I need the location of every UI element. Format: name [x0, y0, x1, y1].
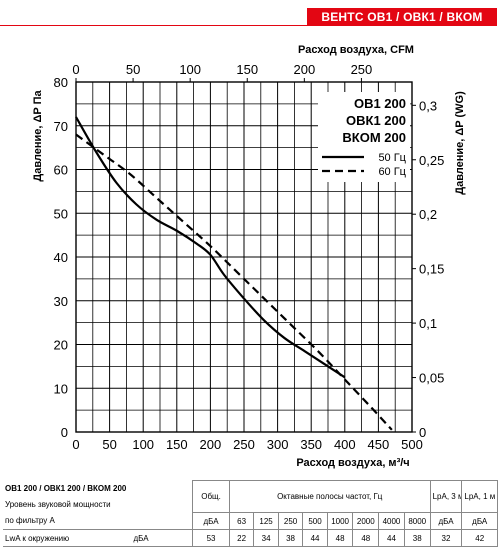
y-tick-label: 30 — [54, 294, 68, 309]
x-tick-label: 300 — [267, 437, 289, 452]
lpa1-value: 42 — [461, 529, 498, 547]
y2-axis-title: Давление, ΔP (WG) — [454, 91, 466, 195]
y-tick-label: 80 — [54, 75, 68, 90]
total-value: 53 — [192, 529, 230, 547]
legend-model: ВКОМ 200 — [342, 130, 406, 145]
y2-tick-label: 0,2 — [419, 207, 437, 222]
row4-label: LwA к окружению — [3, 529, 132, 547]
y2-tick-label: 0,05 — [419, 371, 444, 386]
freq-cell: 500 — [302, 512, 328, 530]
octave-value: 48 — [326, 529, 354, 547]
x-tick-label: 350 — [300, 437, 322, 452]
y2-tick-label: 0,15 — [419, 262, 444, 277]
performance-chart: 0 50 100 150 200 250 300 350 400 450 5000102030405… — [32, 44, 466, 469]
x-tick-label: 500 — [401, 437, 423, 452]
plot-frame — [75, 81, 413, 433]
x2-tick-label: 150 — [236, 62, 258, 77]
y-tick-label: 70 — [54, 119, 68, 134]
freq-cell: 1000 — [326, 512, 354, 530]
total-unit: дБА — [192, 512, 230, 530]
y2-tick-label: 0,1 — [419, 316, 437, 331]
row2-label: Уровень звуковой мощности — [5, 500, 111, 509]
y-tick-label: 40 — [54, 250, 68, 265]
y2-tick-label: 0,3 — [419, 98, 437, 113]
octave-value: 38 — [277, 529, 304, 547]
legend-box — [318, 92, 410, 182]
sound-table: ОВ1 200 / ОВК1 200 / ВКОМ 200 Общ. Октав… — [3, 480, 498, 547]
y-tick-label: 0 — [61, 425, 68, 440]
x-tick-label: 100 — [132, 437, 154, 452]
x2-axis-title: Расход воздуха, CFM — [298, 44, 414, 56]
x-tick-label: 450 — [368, 437, 390, 452]
octave-value: 44 — [378, 529, 405, 547]
legend-entry: 60 Гц — [378, 166, 406, 178]
x2-tick-label: 250 — [351, 62, 373, 77]
x-axis-title: Расход воздуха, м³/ч — [296, 457, 409, 469]
chart-axes: 0 50 100 150 200 250 300 350 400 450 5000102030405… — [32, 44, 466, 469]
freq-cell: 8000 — [403, 512, 431, 530]
x-tick-label: 150 — [166, 437, 188, 452]
y2-tick-label: 0 — [419, 425, 426, 440]
y-tick-label: 50 — [54, 206, 68, 221]
y-tick-label: 60 — [54, 163, 68, 178]
lpa3-unit: дБА — [429, 512, 463, 530]
legend-model: ОВ1 200 — [354, 96, 406, 111]
brand-label: ВЕНТС ОВ1 / ОВК1 / ВКОМ — [307, 8, 497, 26]
x-tick-label: 50 — [102, 437, 116, 452]
lpa1-unit: дБА — [461, 512, 498, 530]
x2-tick-label: 200 — [293, 62, 315, 77]
brand-divider — [0, 25, 307, 26]
row4-unit: дБА — [131, 529, 193, 547]
series-line-50hz — [75, 116, 346, 379]
total-header: Общ. — [192, 480, 230, 513]
octave-value: 44 — [302, 529, 328, 547]
legend-entry: 50 Гц — [378, 152, 406, 164]
y-axis-title: Давление, ΔP Па — [32, 89, 44, 181]
legend-model: ОВК1 200 — [346, 113, 406, 128]
octave-value: 38 — [403, 529, 431, 547]
octave-header: Октавные полосы частот, Гц — [228, 480, 431, 513]
freq-cell: 4000 — [378, 512, 405, 530]
lpa3-header: LpA, 3 м — [429, 480, 463, 513]
freq-cell: 63 — [228, 512, 255, 530]
x2-tick-label: 50 — [126, 62, 140, 77]
x2-tick-label: 0 — [72, 62, 79, 77]
octave-value: 22 — [228, 529, 255, 547]
series-line-60hz — [75, 133, 393, 431]
y-tick-label: 10 — [54, 381, 68, 396]
x-tick-label: 250 — [233, 437, 255, 452]
y2-tick-label: 0,25 — [419, 153, 444, 168]
chart-curves — [75, 116, 393, 431]
x2-tick-label: 100 — [179, 62, 201, 77]
x-tick-label: 0 — [72, 437, 79, 452]
table-model: ОВ1 200 / ОВК1 200 / ВКОМ 200 — [5, 484, 127, 493]
x-tick-label: 400 — [334, 437, 356, 452]
freq-cell: 250 — [277, 512, 304, 530]
x-tick-label: 200 — [200, 437, 222, 452]
chart-legend: ОВ1 200 ОВК1 200 ВКОМ 200 50 Гц 60 Гц — [318, 92, 410, 182]
freq-cell: 125 — [253, 512, 279, 530]
octave-value: 48 — [352, 529, 380, 547]
y-tick-label: 20 — [54, 338, 68, 353]
row3-label: по фильтру А — [5, 516, 55, 526]
lpa1-header: LpA, 1 м — [461, 480, 498, 513]
octave-value: 34 — [253, 529, 279, 547]
freq-cell: 2000 — [352, 512, 380, 530]
lpa3-value: 32 — [429, 529, 463, 547]
